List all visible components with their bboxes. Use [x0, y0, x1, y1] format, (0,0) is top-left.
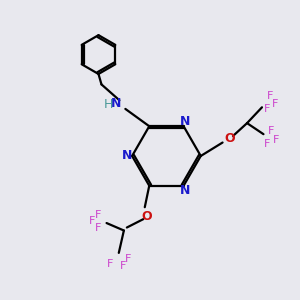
Text: N: N	[180, 184, 190, 197]
Text: F: F	[273, 134, 280, 145]
Text: F: F	[264, 104, 270, 114]
Text: O: O	[225, 132, 235, 145]
Text: F: F	[107, 259, 114, 269]
Text: N: N	[122, 149, 132, 163]
Text: F: F	[94, 210, 101, 220]
Text: F: F	[95, 223, 101, 232]
Text: F: F	[267, 91, 273, 101]
Text: F: F	[272, 99, 278, 109]
Text: F: F	[268, 126, 275, 136]
Text: F: F	[88, 216, 95, 226]
Text: F: F	[264, 139, 271, 149]
Text: H: H	[103, 98, 113, 111]
Text: F: F	[120, 261, 127, 271]
Text: O: O	[142, 210, 152, 223]
Text: F: F	[125, 254, 131, 264]
Text: N: N	[111, 97, 122, 110]
Text: N: N	[180, 115, 190, 128]
